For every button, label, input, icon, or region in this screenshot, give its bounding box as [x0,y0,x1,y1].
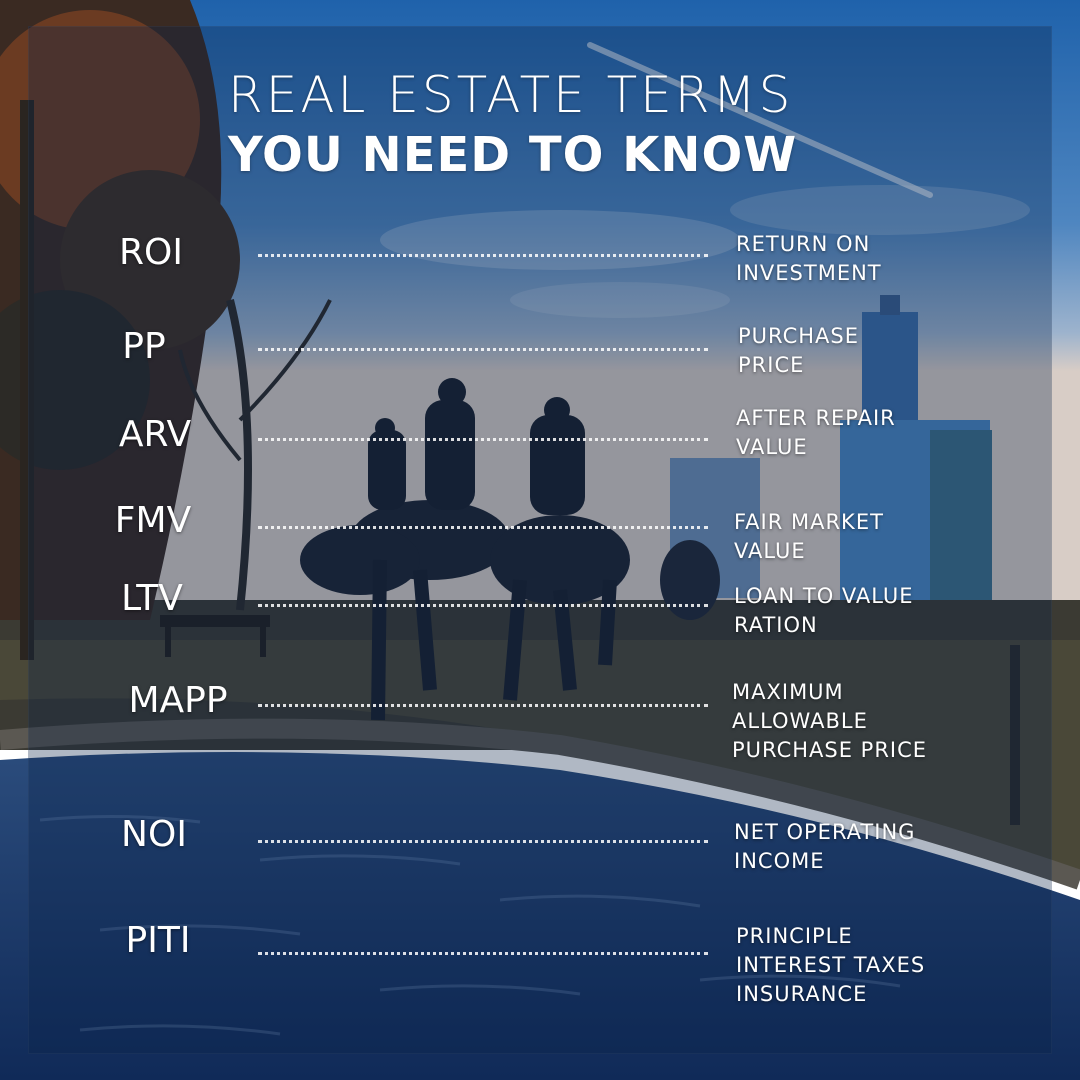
term-row-pp: PP PURCHASE PRICE [0,322,1080,412]
term-abbr: PP [122,326,166,367]
term-row-noi: NOI NET OPERATING INCOME [0,812,1080,902]
dotted-leader [258,604,708,607]
term-abbr: MAPP [128,680,228,721]
term-row-piti: PITI PRINCIPLE INTEREST TAXES INSURANCE [0,918,1080,1008]
term-definition: PURCHASE PRICE [738,324,859,377]
term-abbr: ARV [118,414,192,455]
term-definition: AFTER REPAIR VALUE [736,406,896,459]
term-abbr: NOI [121,814,187,855]
header-title: REAL ESTATE TERMS YOU NEED TO KNOW [228,66,928,186]
title-line-1: REAL ESTATE TERMS [228,66,794,124]
translucent-overlay-panel [28,26,1052,1054]
dotted-leader [258,952,708,955]
term-row-roi: ROI RETURN ON INVESTMENT [0,228,1080,318]
dotted-leader [258,526,708,529]
term-row-fmv: FMV FAIR MARKET VALUE [0,498,1080,588]
term-definition: RETURN ON INVESTMENT [736,232,882,285]
term-abbr: PITI [125,920,191,961]
term-abbr: FMV [114,500,192,541]
dotted-leader [258,438,708,441]
term-abbr: ROI [119,232,183,273]
title-line-2: YOU NEED TO KNOW [228,127,798,183]
term-row-ltv: LTV LOAN TO VALUE RATION [0,576,1080,666]
term-definition: FAIR MARKET VALUE [734,510,884,563]
term-definition: LOAN TO VALUE RATION [734,584,914,637]
term-row-arv: ARV AFTER REPAIR VALUE [0,406,1080,500]
term-row-mapp: MAPP MAXIMUM ALLOWABLE PURCHASE PRICE [0,678,1080,768]
term-definition: MAXIMUM ALLOWABLE PURCHASE PRICE [732,680,928,762]
term-definition: NET OPERATING INCOME [734,820,916,873]
term-definition: PRINCIPLE INTEREST TAXES INSURANCE [736,924,926,1006]
dotted-leader [258,704,708,707]
dotted-leader [258,840,708,843]
dotted-leader [258,254,708,257]
term-abbr: LTV [121,578,183,619]
dotted-leader [258,348,708,351]
